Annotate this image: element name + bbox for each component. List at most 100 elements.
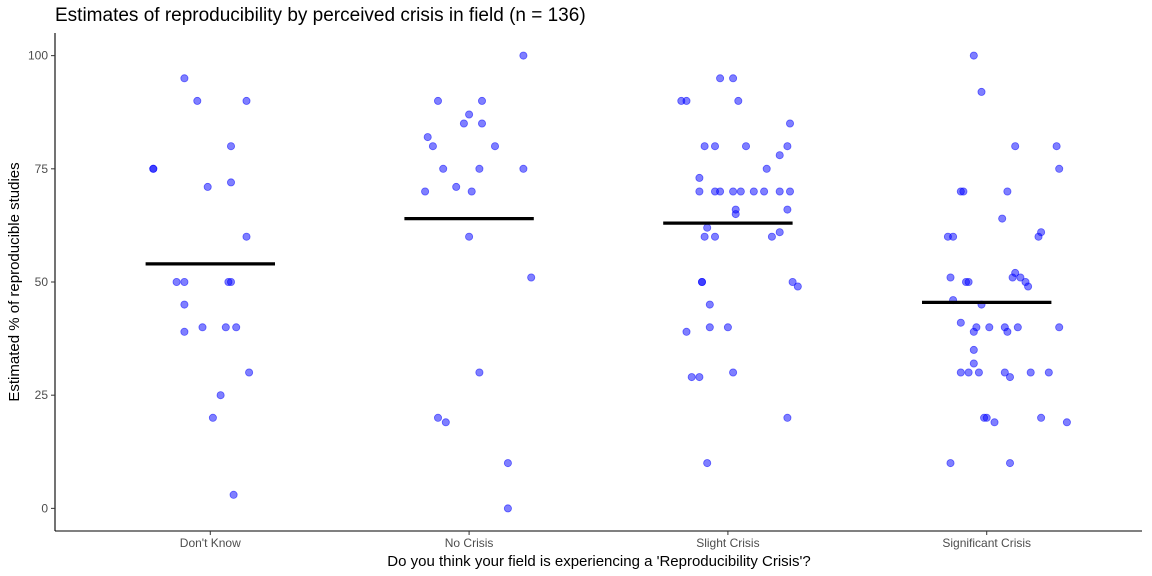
data-point — [959, 187, 968, 196]
data-point — [1006, 459, 1015, 468]
data-point — [519, 51, 528, 60]
data-point — [198, 323, 207, 332]
data-point — [956, 368, 965, 377]
data-point — [990, 418, 999, 427]
y-tick-label: 100 — [28, 49, 48, 63]
data-point — [423, 133, 432, 142]
data-point — [1037, 413, 1046, 422]
data-point — [433, 96, 442, 105]
data-point — [421, 187, 430, 196]
data-point — [695, 373, 704, 382]
x-tick-label: Slight Crisis — [696, 536, 759, 550]
data-point — [467, 187, 476, 196]
data-point — [203, 182, 212, 191]
data-point — [956, 318, 965, 327]
data-point — [1003, 187, 1012, 196]
data-point — [503, 459, 512, 468]
data-point — [687, 373, 696, 382]
data-point — [711, 142, 720, 151]
data-point — [698, 277, 707, 286]
data-points — [149, 51, 1071, 513]
data-point — [946, 273, 955, 282]
data-point — [977, 87, 986, 96]
data-point — [229, 490, 238, 499]
data-point — [783, 413, 792, 422]
data-point — [465, 232, 474, 241]
y-axis: 0 25 50 75 100 — [28, 33, 56, 531]
data-point — [700, 232, 709, 241]
data-point — [221, 323, 230, 332]
x-axis-title: Do you think your field is experiencing … — [387, 553, 810, 570]
data-point — [193, 96, 202, 105]
data-point — [982, 413, 991, 422]
data-point — [974, 368, 983, 377]
data-point — [232, 323, 241, 332]
data-point — [969, 327, 978, 336]
data-point — [729, 187, 738, 196]
data-point — [775, 228, 784, 237]
x-tick-label: Significant Crisis — [942, 536, 1031, 550]
data-point — [475, 164, 484, 173]
data-point — [180, 277, 189, 286]
data-point — [786, 187, 795, 196]
data-point — [767, 232, 776, 241]
data-point — [441, 418, 450, 427]
data-point — [1011, 142, 1020, 151]
mean-lines — [145, 217, 1052, 304]
data-point — [716, 187, 725, 196]
data-point — [949, 232, 958, 241]
data-point — [216, 391, 225, 400]
y-tick-label: 25 — [35, 388, 49, 402]
data-point — [788, 277, 797, 286]
x-tick-label: Don't Know — [180, 536, 241, 550]
data-point — [503, 504, 512, 513]
data-point — [700, 142, 709, 151]
data-point — [428, 142, 437, 151]
data-point — [1016, 273, 1025, 282]
data-point — [1000, 368, 1009, 377]
data-point — [985, 323, 994, 332]
data-point — [226, 178, 235, 187]
data-point — [226, 142, 235, 151]
data-point — [969, 345, 978, 354]
data-point — [245, 368, 254, 377]
data-point — [793, 282, 802, 291]
x-tick-label: No Crisis — [445, 536, 494, 550]
data-point — [433, 413, 442, 422]
data-point — [742, 142, 751, 151]
data-point — [695, 173, 704, 182]
data-point — [711, 232, 720, 241]
data-point — [1055, 323, 1064, 332]
data-point — [760, 187, 769, 196]
chart-title: Estimates of reproducibility by perceive… — [55, 5, 586, 26]
data-point — [775, 187, 784, 196]
data-point — [519, 164, 528, 173]
data-point — [723, 323, 732, 332]
data-point — [946, 459, 955, 468]
data-point — [1026, 368, 1035, 377]
data-point — [172, 277, 181, 286]
data-point — [242, 96, 251, 105]
data-point — [465, 110, 474, 119]
data-point — [1052, 142, 1061, 151]
data-point — [969, 359, 978, 368]
data-point — [729, 74, 738, 83]
data-point — [180, 327, 189, 336]
y-tick-label: 75 — [35, 162, 49, 176]
data-point — [1006, 373, 1015, 382]
data-point — [729, 368, 738, 377]
data-point — [775, 151, 784, 160]
data-point — [1003, 327, 1012, 336]
x-axis: Don't Know No Crisis Slight Crisis Signific… — [55, 530, 1142, 550]
data-point — [682, 327, 691, 336]
data-point — [1034, 232, 1043, 241]
data-point — [477, 96, 486, 105]
data-point — [1055, 164, 1064, 173]
data-point — [969, 51, 978, 60]
data-point — [786, 119, 795, 128]
data-point — [703, 459, 712, 468]
data-point — [705, 323, 714, 332]
data-point — [208, 413, 217, 422]
data-point — [180, 74, 189, 83]
